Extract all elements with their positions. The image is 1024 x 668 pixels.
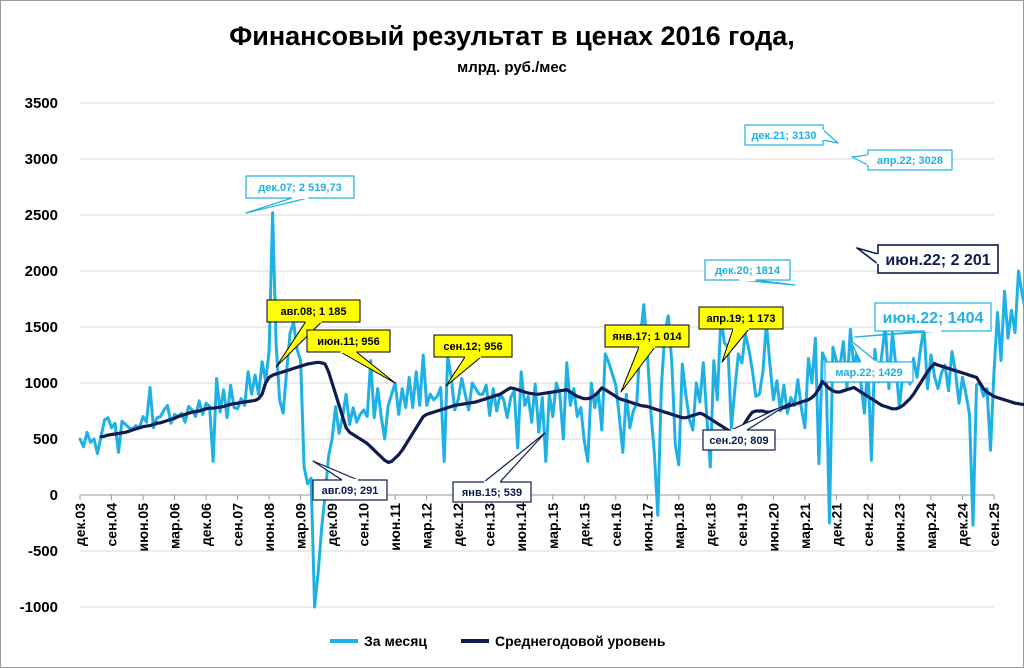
- y-tick-label: -500: [28, 543, 58, 560]
- x-tick-label: дек.12: [450, 503, 466, 546]
- annotation-label: июн.11; 956: [317, 336, 380, 348]
- annotation-jan17: янв.17; 1 014: [604, 324, 690, 393]
- y-tick-label: 2500: [25, 207, 58, 224]
- annotation-dec20: дек.20; 1814: [704, 259, 796, 286]
- annotation-label: июн.22; 2 201: [885, 252, 990, 269]
- x-tick-label: дек.03: [72, 503, 88, 546]
- annotation-label: авг.08; 1 185: [281, 306, 347, 318]
- y-tick-label: -1000: [20, 599, 58, 616]
- annotation-pointer: [245, 197, 309, 214]
- series-average-line: [99, 360, 1024, 464]
- series-monthly-line: [78, 211, 1024, 609]
- x-tick-label: дек.06: [198, 503, 214, 546]
- annotation-label: янв.17; 1 014: [612, 331, 682, 343]
- y-tick-label: 3000: [25, 151, 58, 168]
- gridlines: [80, 102, 994, 608]
- x-tick-label: июн.11: [387, 503, 403, 551]
- annotation-aug09: авг.09; 291: [312, 460, 388, 501]
- x-tick-label: июн.23: [891, 503, 907, 552]
- annotation-label: мар.22; 1429: [835, 367, 902, 379]
- x-tick-label: сен.10: [356, 503, 372, 547]
- y-tick-label: 1000: [25, 375, 58, 392]
- x-tick-label: июн.20: [765, 503, 781, 552]
- y-axis: 3500 3000 2500 2000 1500 1000 500 0 -500 -1000: [20, 95, 58, 616]
- annotation-pointer: [822, 129, 839, 144]
- annotation-jun11: июн.11; 956: [306, 329, 396, 384]
- x-tick-label: сен.22: [860, 503, 876, 547]
- annotations: дек.07; 2 519,73 авг.08; 1 185 авг.09; 291…: [245, 124, 999, 503]
- x-tick-label: мар.15: [545, 503, 561, 549]
- annotation-label: дек.20; 1814: [715, 265, 781, 277]
- annotation-label: сен.12; 956: [443, 341, 502, 353]
- y-tick-label: 3500: [25, 95, 58, 112]
- x-tick-label: июн.08: [261, 503, 277, 552]
- annotation-box: [874, 302, 992, 332]
- annotation-jun22avg: июн.22; 2 201: [856, 244, 999, 274]
- legend-label-average: Среднегодовой уровень: [495, 633, 666, 649]
- x-tick-label: дек.21: [828, 503, 844, 546]
- x-tick-label: дек.24: [954, 503, 970, 546]
- annotation-pointer: [483, 432, 546, 483]
- legend-label-monthly: За месяц: [364, 633, 427, 649]
- y-tick-label: 2000: [25, 263, 58, 280]
- annotation-jan15: янв.15; 539: [452, 432, 546, 503]
- annotation-label: апр.19; 1 173: [706, 313, 775, 325]
- x-tick-label: сен.25: [986, 503, 1002, 547]
- series-lines: [78, 211, 1024, 609]
- annotation-pointer: [312, 460, 359, 481]
- y-tick-label: 1500: [25, 319, 58, 336]
- annotation-jun22: июн.22; 1404: [854, 302, 992, 338]
- annotation-pointer: [340, 351, 396, 384]
- x-tick-label: мар.18: [671, 503, 687, 549]
- annotation-apr19: апр.19; 1 173: [698, 306, 784, 363]
- annotation-sep12: сен.12; 956: [433, 334, 513, 387]
- x-tick-label: сен.07: [230, 503, 246, 547]
- x-tick-label: мар.09: [293, 503, 309, 549]
- x-tick-label: мар.24: [923, 503, 939, 549]
- annotation-label: июн.22; 1404: [883, 310, 984, 327]
- x-tick-label: мар.12: [419, 503, 435, 549]
- annotation-apr22: апр.22; 3028: [851, 149, 953, 171]
- annotation-label: сен.20; 809: [709, 435, 768, 447]
- x-tick-label: сен.04: [104, 503, 120, 547]
- chart-title: Финансовый результат в ценах 2016 года,: [229, 21, 795, 51]
- x-tick-label: дек.18: [702, 503, 718, 546]
- y-tick-label: 500: [33, 431, 58, 448]
- x-axis: дек.03 сен.04 июн.05 мар.06 дек.06 сен.07 июн.…: [72, 495, 1002, 551]
- annotation-mar22: мар.22; 1429: [824, 339, 914, 383]
- x-tick-label: сен.19: [734, 503, 750, 547]
- x-tick-label: июн.17: [639, 503, 655, 552]
- x-tick-label: мар.21: [797, 503, 813, 549]
- x-tick-label: сен.13: [482, 503, 498, 547]
- x-tick-label: дек.09: [324, 503, 340, 546]
- annotation-label: апр.22; 3028: [877, 155, 943, 167]
- annotation-pointer: [851, 154, 869, 166]
- x-tick-label: сен.16: [608, 503, 624, 547]
- annotation-label: янв.15; 539: [462, 487, 522, 499]
- annotation-pointer: [856, 247, 879, 265]
- annotation-label: авг.09; 291: [322, 485, 379, 497]
- annotation-sep20: сен.20; 809: [702, 402, 791, 451]
- annotation-dec21: дек.21; 3130: [744, 124, 839, 146]
- x-tick-label: июн.05: [135, 503, 151, 552]
- legend: За месяц Среднегодовой уровень: [330, 633, 666, 649]
- x-tick-label: июн.14: [513, 503, 529, 552]
- annotation-pointer: [730, 402, 791, 431]
- annotation-dec07: дек.07; 2 519,73: [245, 175, 355, 214]
- chart-subtitle: млрд. руб./мес: [457, 59, 567, 76]
- annotation-label: дек.07; 2 519,73: [258, 182, 341, 194]
- y-tick-label: 0: [50, 487, 58, 504]
- annotation-label: дек.21; 3130: [751, 130, 816, 142]
- x-tick-label: дек.15: [576, 503, 592, 546]
- x-tick-label: мар.06: [167, 503, 183, 549]
